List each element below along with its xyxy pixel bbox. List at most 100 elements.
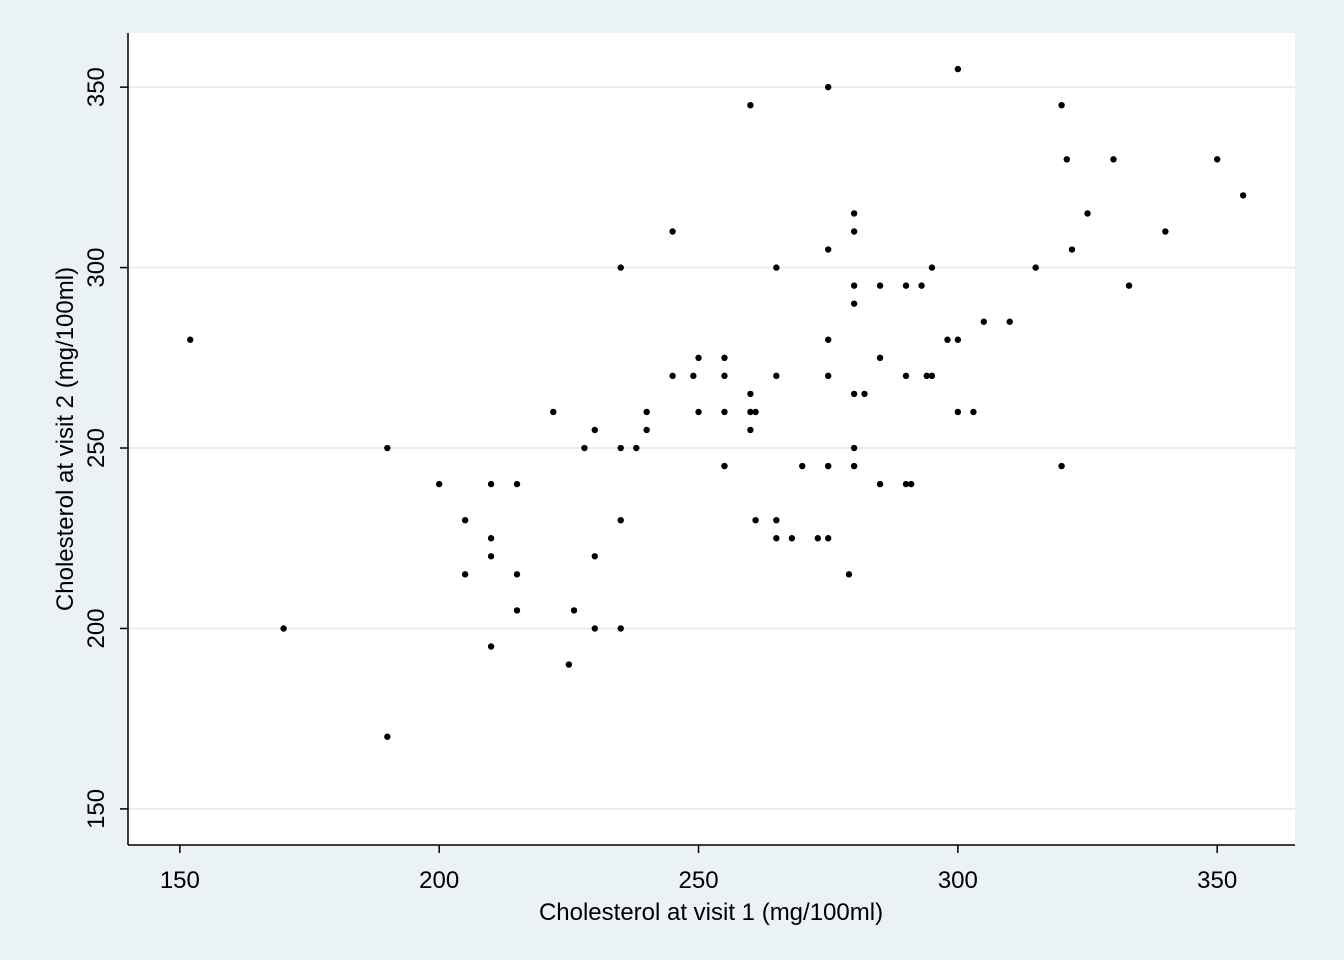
point [1058, 101, 1065, 109]
x-tick-label: 200 [419, 867, 459, 894]
point [1032, 264, 1039, 271]
point [876, 282, 884, 289]
point [721, 408, 728, 416]
point [928, 372, 936, 380]
x-tick-label: 300 [938, 867, 978, 894]
point [850, 444, 858, 452]
point [799, 462, 806, 470]
point [1068, 246, 1076, 253]
point [747, 390, 754, 398]
point [550, 408, 557, 416]
point [591, 426, 598, 434]
point [1058, 462, 1065, 470]
y-axis-title: Cholesterol at visit 2 (mg/100ml) [52, 267, 79, 611]
point [788, 535, 796, 542]
point [928, 264, 936, 271]
y-tick-label: 300 [83, 248, 110, 288]
point [1162, 228, 1169, 235]
point [850, 228, 858, 235]
plot-area [128, 33, 1295, 845]
point [902, 372, 910, 380]
point [643, 426, 650, 434]
x-tick-label: 250 [679, 867, 719, 894]
point [944, 336, 951, 343]
y-tick-label: 350 [83, 67, 110, 107]
point [980, 318, 987, 325]
point [970, 408, 977, 416]
point [187, 336, 194, 343]
point [581, 444, 588, 452]
point [814, 535, 822, 542]
point [617, 444, 624, 452]
point [721, 462, 728, 470]
point [845, 571, 853, 578]
x-axis-title: Cholesterol at visit 1 (mg/100ml) [539, 899, 883, 926]
point [669, 228, 676, 235]
point [954, 65, 962, 73]
point [1006, 318, 1013, 325]
point [773, 535, 780, 542]
point [825, 83, 832, 91]
point [1214, 156, 1221, 163]
point [923, 372, 930, 380]
point [384, 444, 391, 452]
point [591, 625, 598, 632]
point [633, 444, 640, 452]
point [513, 571, 521, 578]
point [752, 408, 759, 416]
point [487, 643, 495, 650]
point [1063, 156, 1070, 163]
point [902, 480, 910, 488]
point [876, 480, 884, 488]
point [825, 336, 832, 343]
point [773, 517, 780, 524]
point [1239, 192, 1247, 199]
y-tick-label: 250 [83, 428, 110, 468]
y-tick-label: 150 [83, 789, 110, 829]
point [825, 372, 832, 380]
point [570, 607, 578, 614]
point [591, 553, 598, 560]
point [747, 426, 754, 434]
point [513, 480, 521, 488]
point [643, 408, 650, 416]
point [902, 282, 910, 289]
point [876, 354, 884, 361]
point [850, 300, 858, 307]
point [695, 354, 702, 361]
point [825, 246, 832, 253]
point [721, 354, 728, 361]
point [384, 733, 391, 740]
point [1125, 282, 1133, 289]
point [690, 372, 697, 380]
point [850, 282, 858, 289]
point [617, 264, 624, 271]
point [918, 282, 925, 289]
point [861, 390, 868, 398]
point [461, 571, 469, 578]
point [721, 372, 728, 380]
point [1084, 210, 1091, 217]
point [565, 661, 573, 668]
point [461, 517, 469, 524]
point [513, 607, 521, 614]
point [773, 264, 780, 271]
point [752, 517, 759, 524]
point [825, 535, 832, 542]
point [850, 462, 858, 470]
point [773, 372, 780, 380]
point [669, 372, 676, 380]
point [695, 408, 702, 416]
point [747, 101, 754, 109]
point [954, 336, 962, 343]
point [850, 210, 858, 217]
point [617, 517, 624, 524]
point [954, 408, 962, 416]
point [436, 480, 443, 488]
point [747, 408, 754, 416]
point [487, 480, 495, 488]
x-tick-label: 350 [1197, 867, 1237, 894]
point [907, 480, 915, 488]
